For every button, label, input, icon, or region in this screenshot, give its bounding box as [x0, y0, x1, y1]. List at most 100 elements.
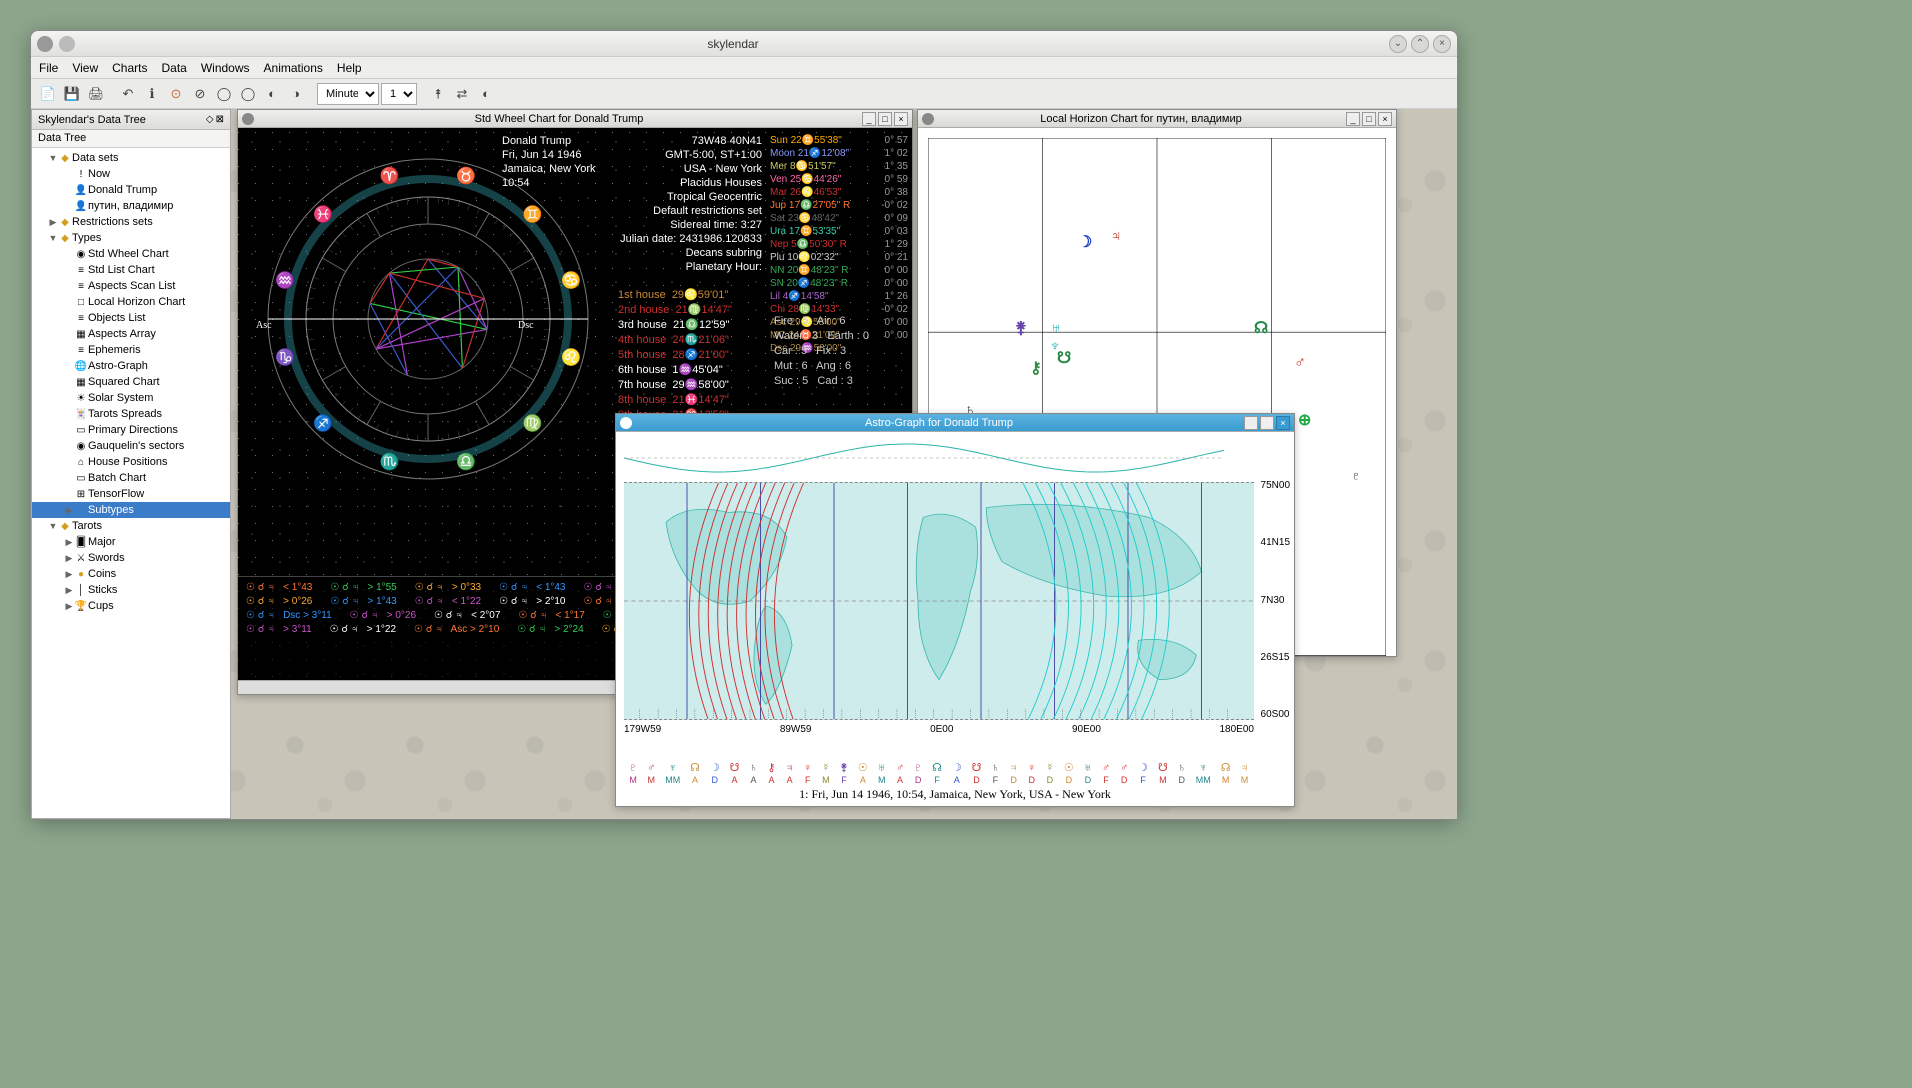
menu-file[interactable]: File [39, 61, 58, 75]
svg-text:♏: ♏ [380, 452, 400, 471]
tree-close-icon[interactable]: ⊠ [216, 114, 224, 125]
tree-item[interactable]: 🃏Tarots Spreads [32, 406, 230, 422]
data-tree-panel: Skylendar's Data Tree ◇ ⊠ Data Tree ▼◆Da… [31, 109, 231, 819]
tree-item[interactable]: ◉Std Wheel Chart [32, 246, 230, 262]
tree-item[interactable]: ▭Primary Directions [32, 422, 230, 438]
horizon-app-icon [922, 113, 934, 125]
tree-item[interactable]: ⊞TensorFlow [32, 486, 230, 502]
ag-min-icon[interactable]: _ [1244, 416, 1258, 430]
menu-windows[interactable]: Windows [201, 61, 250, 75]
tree-item[interactable]: ▶◆Subtypes [32, 502, 230, 518]
worldmap [624, 482, 1254, 720]
tree-item[interactable]: ▶🏆Cups [32, 598, 230, 614]
menu-data[interactable]: Data [161, 61, 186, 75]
tree-item[interactable]: ▼◆Types [32, 230, 230, 246]
tree-detach-icon[interactable]: ◇ [206, 114, 214, 125]
tree-item[interactable]: □Local Horizon Chart [32, 294, 230, 310]
half3-icon[interactable]: ◐ [475, 83, 497, 105]
tree-item[interactable]: ☀Solar System [32, 390, 230, 406]
titlebar: skylendar ⌄ ⌃ × [31, 31, 1457, 57]
minimize-button[interactable]: ⌄ [1389, 35, 1407, 53]
time-unit-select[interactable]: Minutes [317, 83, 379, 105]
svg-text:♉: ♉ [456, 166, 476, 185]
app-icon [37, 36, 53, 52]
flag-icon[interactable]: ⯭ [427, 83, 449, 105]
svg-text:♓: ♓ [313, 204, 333, 223]
tree-item[interactable]: ▶●Coins [32, 566, 230, 582]
save-icon[interactable]: 💾 [61, 83, 83, 105]
tree-item[interactable]: ▶│Sticks [32, 582, 230, 598]
tree-item[interactable]: ◉Gauquelin's sectors [32, 438, 230, 454]
astrograph-title: Astro-Graph for Donald Trump [636, 417, 1242, 429]
toolbar: 📄 💾 🖨 ↶ ℹ ⊙ ⊘ ◯ ◯ ◐ ◑ Minutes 1 ⯭ ⇄ ◐ [31, 79, 1457, 109]
circle2-icon[interactable]: ⊘ [189, 83, 211, 105]
half-icon[interactable]: ◐ [261, 83, 283, 105]
tree-item[interactable]: ⌂House Positions [32, 454, 230, 470]
close-button[interactable]: × [1433, 35, 1451, 53]
tree-item[interactable]: 🌐Astro-Graph [32, 358, 230, 374]
tree-item[interactable]: ▶⚔Swords [32, 550, 230, 566]
ag-max-icon[interactable]: □ [1260, 416, 1274, 430]
wheel-chart-titlebar[interactable]: Std Wheel Chart for Donald Trump _ □ × [238, 110, 912, 128]
wheel-max-icon[interactable]: □ [878, 112, 892, 126]
tree-header: Data Tree [32, 130, 230, 148]
print-icon[interactable]: 🖨 [85, 83, 107, 105]
tree-item[interactable]: 👤Donald Trump [32, 182, 230, 198]
tree-item[interactable]: ≡Ephemeris [32, 342, 230, 358]
wheel-title: Std Wheel Chart for Donald Trump [258, 113, 860, 125]
worldmap-svg [624, 483, 1254, 719]
tree-item[interactable]: ▦Squared Chart [32, 374, 230, 390]
horizon-min-icon[interactable]: _ [1346, 112, 1360, 126]
menu-animations[interactable]: Animations [264, 61, 323, 75]
lon-labels: 179W5989W590E0090E00180E00 [624, 724, 1254, 735]
half2-icon[interactable]: ◑ [285, 83, 307, 105]
tree-item[interactable]: ▶🂠Major [32, 534, 230, 550]
svg-text:♒: ♒ [275, 271, 295, 290]
wheel-app-icon [242, 113, 254, 125]
horizon-max-icon[interactable]: □ [1362, 112, 1376, 126]
circle4-icon[interactable]: ◯ [237, 83, 259, 105]
ag-close-icon[interactable]: × [1276, 416, 1290, 430]
circle-icon[interactable]: ⊙ [165, 83, 187, 105]
menu-view[interactable]: View [72, 61, 98, 75]
tree-panel-title: Skylendar's Data Tree ◇ ⊠ [32, 110, 230, 130]
ag-app-icon [620, 417, 632, 429]
new-icon[interactable]: 📄 [37, 83, 59, 105]
horizon-close-icon[interactable]: × [1378, 112, 1392, 126]
tree-item[interactable]: ▼◆Data sets [32, 150, 230, 166]
tree-item[interactable]: ▭Batch Chart [32, 470, 230, 486]
tree-panel-title-text: Skylendar's Data Tree [38, 114, 146, 126]
circle3-icon[interactable]: ◯ [213, 83, 235, 105]
asc-label: Asc [256, 320, 272, 331]
astrograph-titlebar[interactable]: Astro-Graph for Donald Trump _ □ × [616, 414, 1294, 432]
horizon-title: Local Horizon Chart for путин, владимир [938, 113, 1344, 125]
svg-text:♐: ♐ [313, 414, 333, 433]
horizon-titlebar[interactable]: Local Horizon Chart for путин, владимир … [918, 110, 1396, 128]
svg-text:♍: ♍ [523, 414, 543, 433]
wheel-close-icon[interactable]: × [894, 112, 908, 126]
wheel-min-icon[interactable]: _ [862, 112, 876, 126]
tree-item[interactable]: ≡Aspects Scan List [32, 278, 230, 294]
undo-icon[interactable]: ↶ [117, 83, 139, 105]
dsc-label: Dsc [518, 320, 534, 331]
tree-item[interactable]: ▼◆Tarots [32, 518, 230, 534]
tree-item[interactable]: ≡Objects List [32, 310, 230, 326]
menu-help[interactable]: Help [337, 61, 362, 75]
tree-item[interactable]: ▦Aspects Array [32, 326, 230, 342]
info-icon[interactable]: ℹ [141, 83, 163, 105]
tree-item[interactable]: !Now [32, 166, 230, 182]
swap-icon[interactable]: ⇄ [451, 83, 473, 105]
tree-item[interactable]: ▶◆Restrictions sets [32, 214, 230, 230]
time-step-select[interactable]: 1 [381, 83, 417, 105]
tree-item[interactable]: 👤путин, владимир [32, 198, 230, 214]
svg-text:♎: ♎ [456, 452, 476, 471]
ag-footer: 1: Fri, Jun 14 1946, 10:54, Jamaica, New… [616, 787, 1294, 802]
tree-item[interactable]: ≡Std List Chart [32, 262, 230, 278]
menubar: File View Charts Data Windows Animations… [31, 57, 1457, 79]
menu-charts[interactable]: Charts [112, 61, 147, 75]
astrograph-body: 75N0041N157N3026S1560S00 179W5989W590E00… [616, 432, 1294, 806]
maximize-button[interactable]: ⌃ [1411, 35, 1429, 53]
astrograph-window: Astro-Graph for Donald Trump _ □ × 75N00… [615, 413, 1295, 807]
elements-table: Fire : 5 Air : 6Water : 3 Earth : 0Car :… [774, 314, 904, 389]
planet-legend: ♇M♂M♆MM☊A☽D☋A♄A⚷A♃A♀F☿M⚵F☉A♅M♂A♇D☊F☽A☋D♄… [624, 762, 1254, 786]
